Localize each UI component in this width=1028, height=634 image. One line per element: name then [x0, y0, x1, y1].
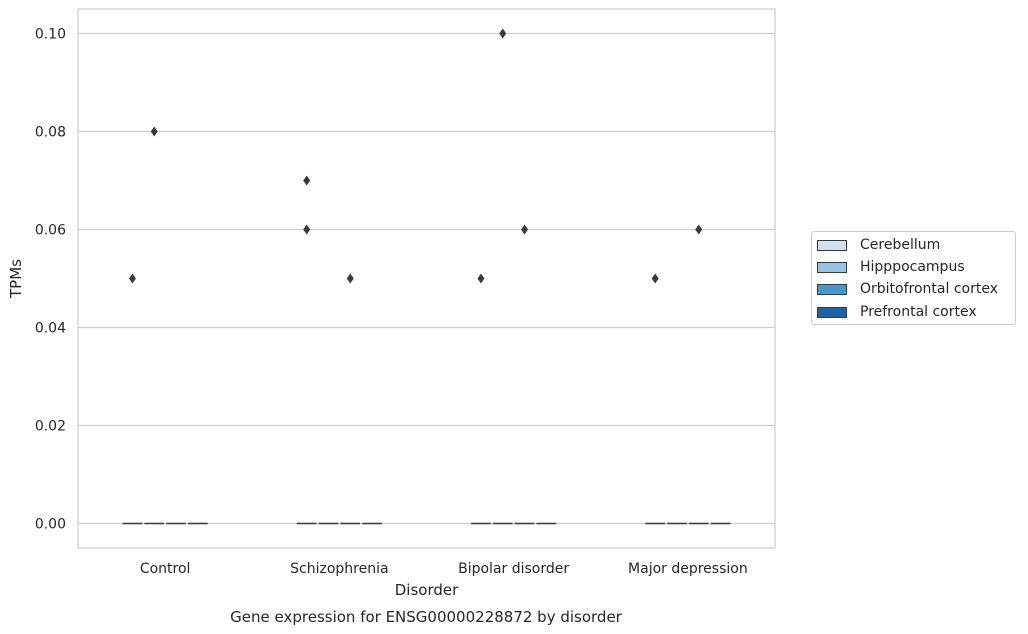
x-tick-label: Schizophrenia [290, 561, 388, 577]
legend-item: Prefrontal cortex [817, 303, 977, 321]
legend-swatch-cerebellum [817, 239, 847, 251]
y-tick-labels: 0.00 0.02 0.04 0.06 0.08 0.10 [35, 27, 66, 533]
outlier-point [150, 126, 158, 137]
outlier-point [128, 273, 136, 284]
x-tick-labels: Control Schizophrenia Bipolar disorder Majo… [140, 561, 748, 577]
outlier-point [499, 28, 507, 39]
legend-swatch-hippocampus [817, 261, 847, 273]
chart-title: Gene expression for ENSG00000228872 by d… [230, 608, 623, 626]
legend-label: Prefrontal cortex [860, 304, 977, 320]
y-tick-label: 0.06 [35, 223, 66, 239]
outlier-point [521, 224, 529, 235]
legend-swatch-orbitofrontal [817, 283, 847, 295]
y-tick-label: 0.10 [35, 27, 66, 43]
x-tick-label: Control [140, 561, 191, 577]
outlier-point [303, 224, 311, 235]
y-tick-label: 0.04 [35, 321, 66, 337]
outlier-point [346, 273, 354, 284]
x-tick-label: Major depression [628, 561, 748, 577]
outlier-point [695, 224, 703, 235]
y-axis-label: TPMs [7, 259, 25, 299]
outlier-point [477, 273, 485, 284]
legend-item: Cerebellum [817, 236, 940, 254]
x-tick-label: Bipolar disorder [458, 561, 569, 577]
legend-label: Orbitofrontal cortex [860, 281, 998, 297]
y-tick-label: 0.02 [35, 419, 66, 435]
plot-frame [77, 8, 776, 549]
legend: Cerebellum Hipppocampus Orbitofrontal co… [811, 231, 1016, 325]
legend-swatch-prefrontal [817, 306, 847, 318]
x-axis-label: Disorder [395, 581, 459, 599]
y-tick-label: 0.00 [35, 517, 66, 533]
outlier-point [303, 175, 311, 186]
outlier-point [651, 273, 659, 284]
y-tick-label: 0.08 [35, 125, 66, 141]
legend-label: Hipppocampus [860, 259, 965, 275]
outliers [128, 28, 703, 284]
gridlines [78, 32, 775, 525]
legend-label: Cerebellum [860, 237, 941, 253]
legend-item: Orbitofrontal cortex [817, 280, 998, 298]
legend-item: Hipppocampus [817, 258, 965, 276]
